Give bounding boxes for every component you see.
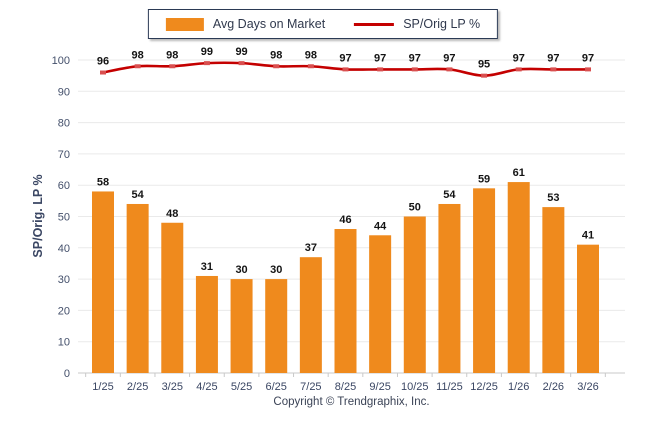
- y-tick-label: 90: [58, 86, 70, 98]
- line-value-label: 99: [235, 46, 247, 58]
- bar-value-label: 53: [547, 192, 559, 204]
- line-value-label: 97: [409, 52, 421, 64]
- bar-value-label: 58: [97, 176, 109, 188]
- bar-value-label: 59: [478, 173, 490, 185]
- y-tick-label: 40: [58, 243, 70, 255]
- bar-value-label: 41: [582, 230, 594, 242]
- bar: [473, 188, 496, 373]
- x-tick-label: 2/26: [543, 381, 564, 393]
- bar: [369, 235, 392, 373]
- line-value-label: 95: [478, 59, 490, 71]
- bar-value-label: 31: [201, 261, 213, 273]
- x-tick-label: 8/25: [335, 381, 356, 393]
- x-tick-label: 1/26: [508, 381, 529, 393]
- line-value-label: 97: [547, 52, 559, 64]
- bar: [403, 216, 426, 373]
- line-value-label: 97: [513, 52, 525, 64]
- legend-line-swatch-icon: [354, 22, 395, 26]
- bar-value-label: 44: [374, 220, 387, 232]
- bar-value-label: 61: [513, 167, 525, 179]
- y-tick-label: 60: [58, 180, 70, 192]
- legend-bar-label: Avg Days on Market: [212, 17, 326, 31]
- bar: [299, 257, 322, 373]
- y-tick-label: 100: [52, 55, 70, 67]
- bar: [265, 279, 288, 373]
- x-tick-label: 5/25: [231, 381, 252, 393]
- bar-value-label: 30: [235, 264, 247, 276]
- bar: [230, 279, 253, 373]
- y-tick-label: 0: [64, 368, 70, 380]
- bar: [577, 244, 599, 373]
- chart-svg: 0 10 20 30 40 50 60 70 80 90 100 58 54 48 31 30 30 37 46 44…: [52, 46, 625, 393]
- x-tick-label: 6/25: [266, 381, 287, 393]
- line-value-label: 97: [339, 52, 351, 64]
- y-tick-label: 30: [58, 274, 70, 286]
- x-tick-label: 11/25: [436, 381, 463, 393]
- bar: [161, 222, 184, 373]
- x-tick-label: 9/25: [369, 381, 390, 393]
- bar-value-label: 48: [166, 208, 178, 220]
- y-tick-label: 80: [58, 118, 70, 130]
- x-tick-label: 10/25: [401, 381, 429, 393]
- legend-bar-swatch-icon: [165, 17, 204, 31]
- y-tick-label: 20: [58, 305, 70, 317]
- bar: [334, 229, 357, 373]
- bar: [438, 203, 461, 373]
- x-tick-label: 4/25: [196, 381, 217, 393]
- line-value-label: 98: [305, 49, 317, 61]
- bar-value-label: 46: [339, 214, 351, 226]
- x-tick-label: 7/25: [300, 381, 321, 393]
- bar: [507, 182, 530, 373]
- line-value-label: 98: [270, 49, 282, 61]
- line-value-label: 99: [201, 46, 213, 58]
- line-value-label: 98: [166, 49, 178, 61]
- x-tick-label: 3/25: [162, 381, 183, 393]
- bar: [542, 207, 565, 373]
- bar-value-label: 37: [305, 242, 317, 254]
- legend: Avg Days on Market SP/Orig LP %: [147, 9, 499, 39]
- bar-value-label: 50: [409, 202, 421, 214]
- line-value-label: 96: [97, 56, 109, 68]
- x-tick-label: 2/25: [127, 381, 148, 393]
- copyright-text: Copyright © Trendgraphix, Inc.: [273, 396, 430, 408]
- bar: [126, 203, 149, 373]
- bar-value-label: 54: [443, 189, 456, 201]
- bar: [195, 275, 218, 373]
- line-value-label: 98: [132, 49, 144, 61]
- y-axis-title: SP/Orig. LP %: [31, 174, 45, 258]
- y-tick-label: 10: [58, 337, 70, 349]
- bar-value-label: 54: [132, 189, 145, 201]
- bar-value-label: 30: [270, 264, 282, 276]
- y-tick-label: 70: [58, 149, 70, 161]
- line-value-label: 97: [374, 52, 386, 64]
- x-tick-label: 3/26: [577, 381, 598, 393]
- y-tick-label: 50: [58, 212, 70, 224]
- legend-line-label: SP/Orig LP %: [403, 17, 481, 31]
- x-tick-label: 1/25: [92, 381, 113, 393]
- line-value-label: 97: [443, 52, 455, 64]
- x-tick-label: 12/25: [470, 381, 498, 393]
- line-value-label: 97: [582, 52, 594, 64]
- bar: [92, 191, 114, 373]
